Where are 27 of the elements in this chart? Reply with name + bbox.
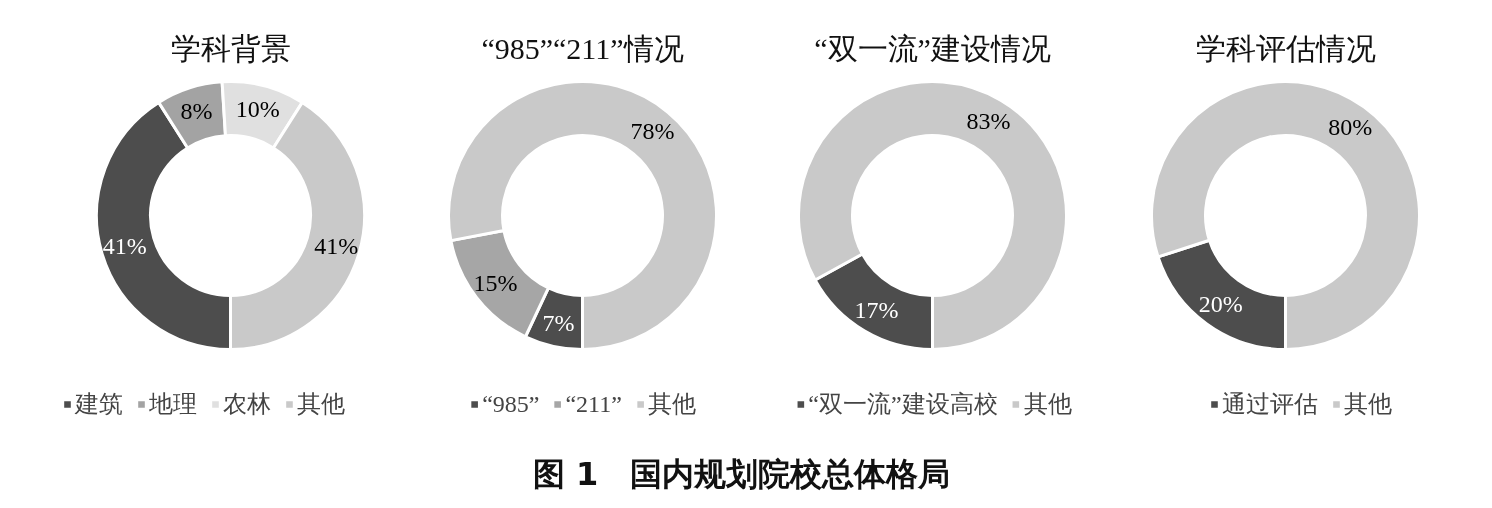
caption: 图 1 国内规划院校总体格局 <box>532 454 951 493</box>
legend-label: 其他 <box>647 390 696 419</box>
data-label: 8% <box>180 97 213 124</box>
data-label: 83% <box>966 107 1011 134</box>
data-label: 20% <box>1198 291 1243 318</box>
data-label: 15% <box>473 269 518 296</box>
legend-label: 农林 <box>223 390 271 419</box>
data-label: 80% <box>1328 113 1373 140</box>
data-label: 7% <box>542 309 575 336</box>
data-label: 41% <box>102 233 147 260</box>
legend-label: 其他 <box>1023 390 1072 419</box>
legend-label: 通过评估 <box>1222 390 1318 419</box>
legend-label: 其他 <box>297 390 345 419</box>
legend-label: 建筑 <box>75 390 123 419</box>
chart-title: 学科背景 <box>170 32 291 65</box>
data-label: 41% <box>314 233 359 260</box>
data-label: 78% <box>630 117 675 144</box>
legend-label: “985” <box>482 390 540 418</box>
data-label: 17% <box>854 297 899 324</box>
chart-title: 学科评估情况 <box>1195 32 1376 65</box>
legend-label: 地理 <box>149 390 197 419</box>
legend-label: 其他 <box>1344 390 1392 419</box>
legend-label: “211” <box>565 390 622 418</box>
chart-title: “双一流”建设情况 <box>814 32 1051 65</box>
legend-label: “双一流”建设高校 <box>808 390 998 419</box>
chart-title: “985”“211”情况 <box>481 32 684 65</box>
data-label: 10% <box>235 95 280 122</box>
